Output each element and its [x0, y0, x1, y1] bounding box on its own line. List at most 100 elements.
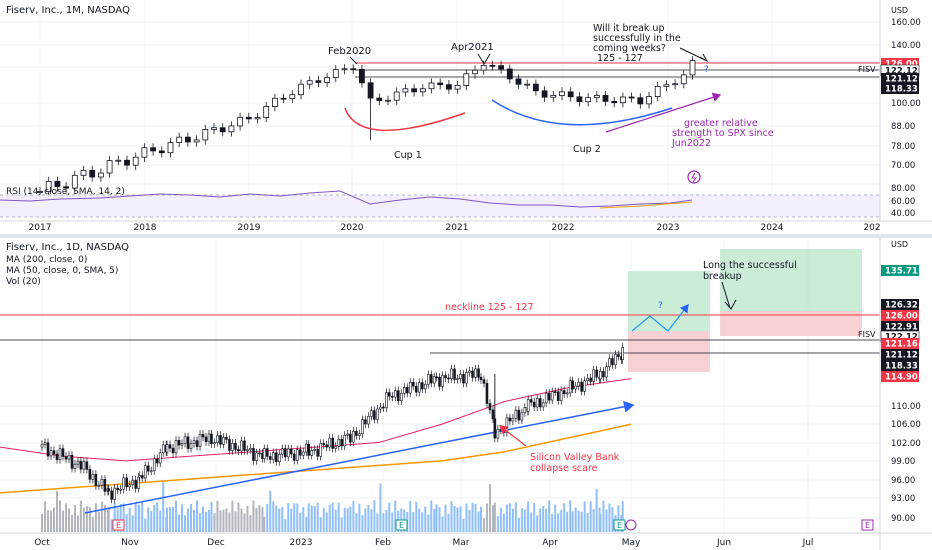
target-zone-1[interactable]: [628, 271, 710, 331]
top-price-badge-text: 121.12: [885, 75, 918, 85]
volume-bar: [128, 507, 131, 532]
apr2021-label: Apr2021: [451, 42, 494, 53]
volume-bar: [447, 513, 450, 532]
daily-candle: [97, 484, 101, 487]
volume-bar: [100, 501, 103, 532]
bottom-x-label: Mar: [453, 538, 470, 548]
daily-candle: [447, 377, 450, 380]
daily-candle: [149, 470, 153, 473]
monthly-candle: [263, 106, 270, 118]
lightning-icon-bottom[interactable]: [625, 519, 637, 531]
monthly-candle: [550, 95, 557, 98]
rsi-tick: 80.00: [891, 184, 915, 194]
monthly-candle: [141, 147, 148, 158]
daily-candle: [134, 479, 137, 489]
monthly-candle: [437, 82, 444, 86]
volume-bar: [554, 504, 557, 532]
rsi-label: RSI (14, close, SMA, 14, 2): [6, 187, 125, 197]
panel-separator[interactable]: [0, 234, 932, 238]
volume-bar: [505, 504, 508, 532]
question-annotation: Will it break up successfully in the com…: [593, 23, 684, 54]
volume-bar: [141, 502, 144, 532]
daily-candle: [502, 429, 506, 433]
monthly-candle: [184, 136, 191, 143]
monthly-candle: [559, 91, 565, 96]
daily-candle: [298, 449, 302, 456]
daily-candle: [100, 479, 104, 486]
daily-candle: [49, 450, 53, 457]
daily-candle: [553, 391, 557, 393]
volume-bar: [349, 506, 352, 532]
volume-bar: [514, 502, 517, 532]
daily-candle: [441, 375, 444, 387]
volume-bar: [331, 502, 334, 532]
bottom-price-tick: 110.00: [891, 402, 921, 412]
bottom-x-label: Jul: [802, 538, 814, 548]
volume-bar: [571, 511, 574, 532]
volume-bar: [68, 508, 70, 532]
volume-bar: [496, 515, 499, 532]
bottom-price-badge-text: 135.71: [885, 267, 918, 277]
monthly-candle: [219, 127, 226, 133]
earnings-marker-apr[interactable]: [613, 519, 626, 531]
daily-candle: [201, 433, 205, 438]
volume-bar: [175, 500, 178, 532]
stop-zone-1[interactable]: [628, 331, 710, 372]
volume-bar: [187, 508, 190, 532]
volume-bar: [202, 506, 205, 532]
earnings-marker-next[interactable]: [861, 519, 874, 531]
volume-bar: [313, 506, 316, 532]
daily-candle: [328, 437, 332, 448]
daily-candle: [346, 433, 350, 436]
volume-bar: [533, 503, 536, 532]
volume-bar: [462, 518, 465, 532]
monthly-candle: [445, 84, 452, 90]
monthly-candle: [393, 91, 400, 101]
daily-candle: [94, 474, 98, 486]
monthly-candle: [402, 88, 409, 93]
daily-candle: [402, 387, 406, 394]
monthly-candle: [132, 156, 139, 166]
volume-bar: [488, 484, 491, 532]
volume-bar: [453, 505, 456, 532]
daily-candle: [274, 452, 278, 462]
daily-candle: [307, 443, 311, 456]
lightning-icon[interactable]: [687, 170, 701, 184]
bottom-price-badge: [881, 349, 919, 360]
volume-bar: [166, 507, 169, 532]
daily-candle: [180, 443, 184, 446]
volume-bar: [468, 509, 471, 532]
rsi-sma-line: [599, 201, 693, 209]
volume-bar: [358, 503, 361, 532]
earnings-marker-nov[interactable]: [112, 519, 125, 531]
daily-candle: [429, 374, 433, 384]
volume-bar: [617, 505, 620, 532]
volume-bar: [199, 513, 202, 532]
monthly-candle: [480, 64, 487, 71]
daily-candle: [228, 439, 231, 451]
volume-bar: [243, 513, 246, 532]
volume-bar: [523, 509, 526, 532]
volume-bar: [412, 512, 415, 532]
daily-candle: [113, 487, 116, 500]
daily-candle: [523, 407, 527, 414]
earnings-marker-feb[interactable]: [395, 519, 408, 531]
monthly-candle: [228, 125, 235, 133]
daily-candle: [152, 458, 156, 472]
monthly-candle: [89, 169, 96, 178]
daily-candle: [258, 452, 261, 455]
target-zone-2[interactable]: [720, 249, 862, 311]
daily-candle: [599, 371, 602, 380]
bottom-price-badge-text: 121.16: [885, 340, 918, 350]
daily-candle: [174, 440, 178, 454]
daily-candle: [438, 376, 441, 387]
top-price-badge-text: 122.12: [885, 67, 918, 77]
daily-candle: [295, 449, 299, 461]
daily-candle: [91, 474, 95, 480]
monthly-candle: [237, 116, 244, 127]
top-ticker-label: FISV: [858, 65, 876, 74]
daily-candle: [453, 368, 456, 380]
monthly-candle: [620, 96, 626, 104]
daily-candle: [125, 477, 128, 488]
monthly-candle: [306, 80, 313, 85]
